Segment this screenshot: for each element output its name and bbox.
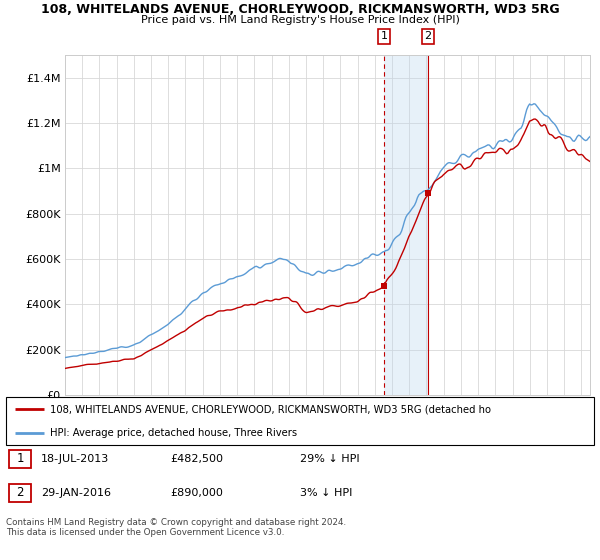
- Text: £482,500: £482,500: [170, 454, 224, 464]
- Text: Price paid vs. HM Land Registry's House Price Index (HPI): Price paid vs. HM Land Registry's House …: [140, 15, 460, 25]
- FancyBboxPatch shape: [9, 484, 31, 502]
- FancyBboxPatch shape: [9, 450, 31, 468]
- Text: 108, WHITELANDS AVENUE, CHORLEYWOOD, RICKMANSWORTH, WD3 5RG (detached ho: 108, WHITELANDS AVENUE, CHORLEYWOOD, RIC…: [50, 404, 491, 414]
- Text: Contains HM Land Registry data © Crown copyright and database right 2024.
This d: Contains HM Land Registry data © Crown c…: [6, 518, 346, 538]
- Text: HPI: Average price, detached house, Three Rivers: HPI: Average price, detached house, Thre…: [50, 428, 297, 438]
- Text: 2: 2: [16, 487, 24, 500]
- Text: £890,000: £890,000: [170, 488, 224, 498]
- Text: 1: 1: [16, 452, 24, 465]
- Text: 29-JAN-2016: 29-JAN-2016: [41, 488, 111, 498]
- Text: 1: 1: [380, 31, 388, 41]
- Text: 18-JUL-2013: 18-JUL-2013: [41, 454, 110, 464]
- Text: 108, WHITELANDS AVENUE, CHORLEYWOOD, RICKMANSWORTH, WD3 5RG: 108, WHITELANDS AVENUE, CHORLEYWOOD, RIC…: [41, 3, 559, 16]
- Bar: [384, 55, 428, 395]
- Text: 29% ↓ HPI: 29% ↓ HPI: [300, 454, 359, 464]
- Text: 2: 2: [424, 31, 431, 41]
- Text: 3% ↓ HPI: 3% ↓ HPI: [300, 488, 352, 498]
